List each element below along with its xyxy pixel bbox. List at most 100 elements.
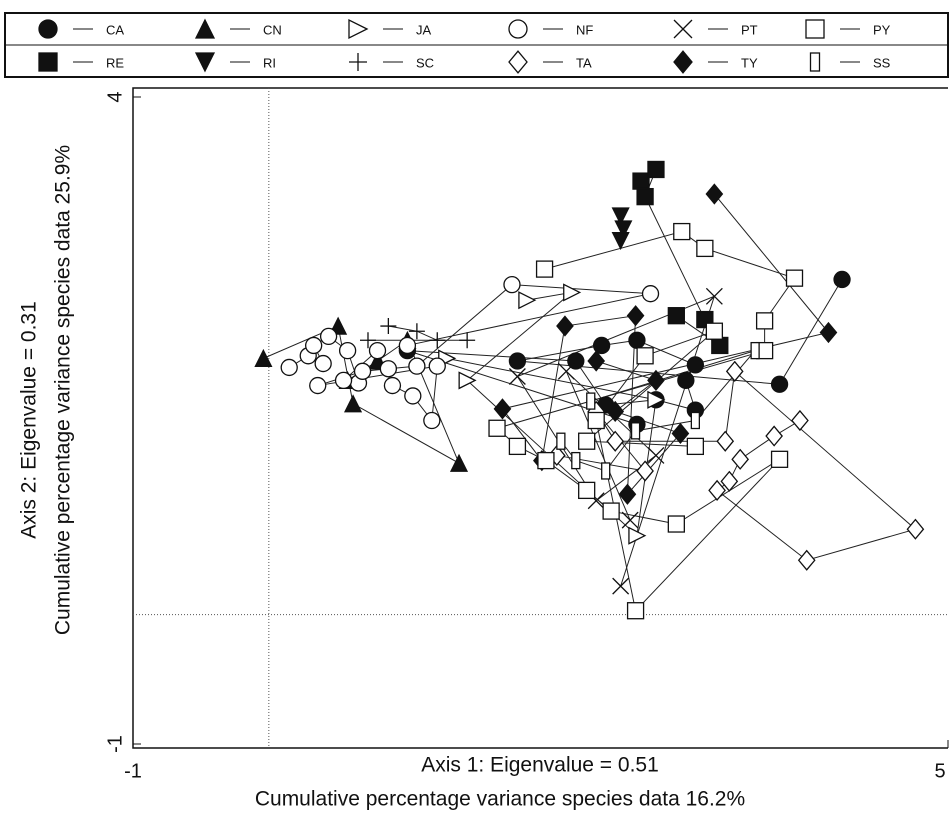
legend-symbol — [508, 19, 528, 39]
point — [338, 341, 357, 360]
point — [578, 432, 596, 450]
point — [586, 392, 596, 410]
connector — [263, 325, 461, 465]
point — [380, 318, 397, 335]
point — [628, 331, 646, 349]
point — [686, 437, 704, 456]
legend-item: RE — [38, 52, 124, 72]
point — [696, 239, 714, 258]
y-tick-label: 4 — [104, 91, 126, 102]
point — [423, 411, 441, 430]
point — [319, 327, 338, 346]
y-axis-label: Axis 2: Eigenvalue = 0.31 — [18, 301, 41, 539]
legend-label: CN — [263, 22, 282, 37]
point — [493, 398, 512, 420]
point — [705, 322, 724, 340]
legend-symbol — [348, 18, 369, 40]
point — [563, 283, 582, 302]
point — [611, 207, 630, 226]
point — [667, 515, 685, 533]
point — [636, 347, 654, 365]
point — [305, 336, 323, 355]
point — [429, 332, 446, 349]
legend-symbol — [349, 53, 367, 71]
point — [647, 390, 666, 409]
point — [503, 275, 521, 294]
point — [606, 400, 625, 423]
legend-label: PY — [873, 22, 891, 37]
point — [641, 285, 660, 303]
legend-symbol — [194, 18, 216, 39]
legend-label: NF — [576, 22, 593, 37]
point — [750, 341, 760, 360]
point — [611, 231, 630, 251]
point — [557, 362, 575, 380]
legend-label: TA — [576, 55, 592, 70]
legend-item: PY — [805, 19, 891, 39]
point — [280, 358, 298, 377]
x-axis-label: Cumulative percentage variance species d… — [255, 788, 745, 811]
legend-item: CN — [194, 18, 282, 39]
point — [488, 419, 506, 437]
point — [458, 371, 477, 390]
point — [626, 305, 645, 327]
point — [606, 430, 625, 452]
point — [791, 409, 809, 432]
point — [705, 183, 724, 205]
point — [632, 172, 650, 190]
x-axis-label: Axis 1: Eigenvalue = 0.51 — [421, 754, 659, 777]
legend-symbol — [809, 52, 821, 72]
point — [398, 336, 417, 355]
point — [770, 375, 789, 393]
point — [612, 577, 630, 595]
point — [630, 422, 641, 440]
legend-label: CA — [106, 22, 124, 37]
point — [334, 371, 353, 390]
x-tick-label: -1 — [124, 760, 142, 782]
point — [379, 360, 398, 378]
point — [636, 460, 654, 482]
point — [731, 448, 750, 470]
point — [343, 394, 363, 413]
point — [765, 425, 783, 447]
point — [708, 479, 726, 501]
legend-label: JA — [416, 22, 432, 37]
legend-symbol — [508, 50, 528, 74]
legend-item: PT — [673, 19, 758, 39]
point — [716, 430, 735, 452]
point — [592, 336, 611, 355]
point — [621, 511, 639, 529]
point — [618, 483, 637, 505]
point — [647, 446, 665, 464]
point — [587, 411, 605, 430]
point — [601, 462, 611, 480]
legend-symbol — [38, 52, 58, 72]
point — [359, 332, 376, 349]
point — [720, 470, 739, 492]
point — [508, 437, 527, 456]
point — [408, 323, 425, 340]
point — [537, 451, 555, 470]
legend-symbol — [805, 19, 825, 39]
point — [404, 387, 422, 405]
point — [686, 356, 704, 374]
point — [673, 222, 691, 241]
plot-frame — [132, 87, 948, 749]
legend-label: TY — [741, 55, 758, 70]
legend-item: SS — [809, 52, 891, 72]
point — [725, 360, 744, 382]
point — [556, 432, 566, 450]
legend-item: TA — [508, 50, 592, 74]
point — [518, 291, 537, 310]
point — [636, 187, 654, 206]
legend-label: SC — [416, 55, 434, 70]
point — [671, 422, 690, 445]
point — [677, 371, 695, 390]
point — [705, 287, 723, 305]
point — [587, 350, 606, 372]
point — [647, 369, 665, 392]
point — [571, 451, 581, 470]
point — [667, 307, 685, 325]
legend-label: SS — [873, 55, 891, 70]
